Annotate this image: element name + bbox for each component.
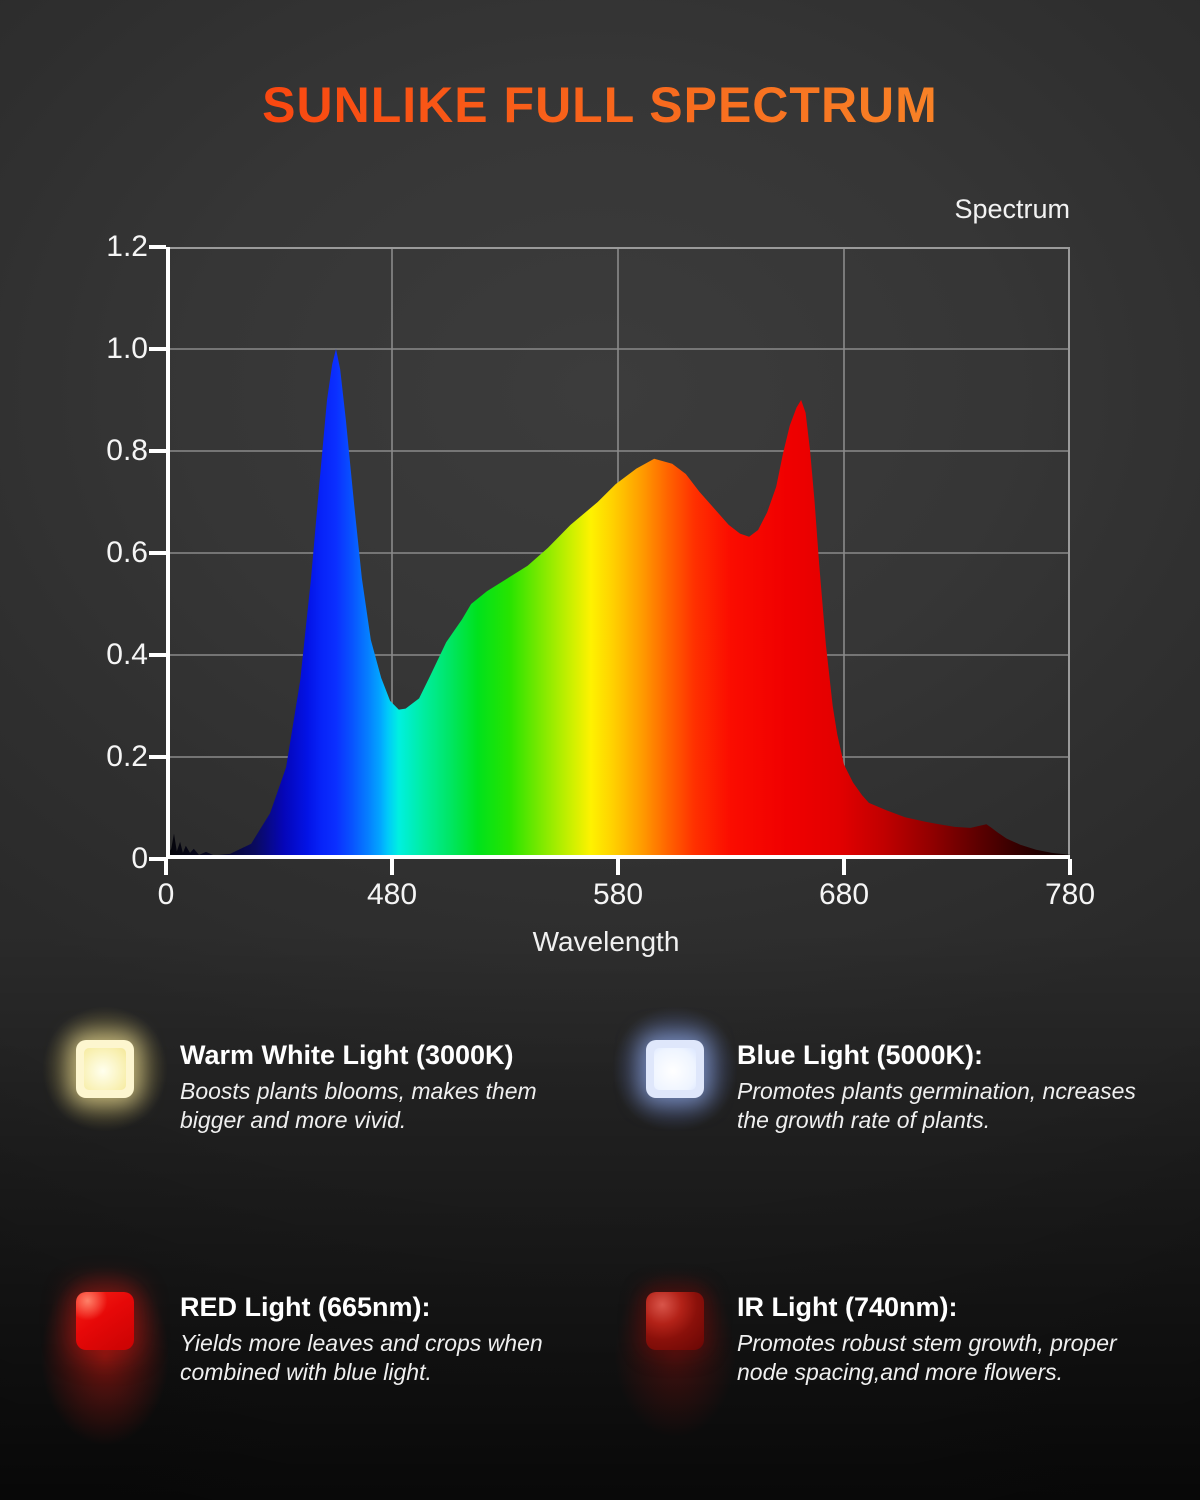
spectrum-chart bbox=[149, 245, 1072, 875]
feature-title: Warm White Light (3000K) bbox=[180, 1040, 514, 1070]
blue-led-icon bbox=[588, 982, 762, 1156]
feature-warm-white-light: Warm White Light (3000K) Boosts plants b… bbox=[18, 982, 596, 1156]
x-tick-label: 580 bbox=[592, 878, 644, 911]
warm-white-led-icon bbox=[18, 982, 192, 1156]
feature-title: RED Light (665nm): bbox=[180, 1292, 431, 1322]
y-tick-label: 0.6 bbox=[106, 536, 148, 569]
feature-red-light: RED Light (665nm): Yields more leaves an… bbox=[16, 1232, 596, 1480]
feature-title: Blue Light (5000K): bbox=[737, 1040, 984, 1070]
feature-description: Yields more leaves and crops when combin… bbox=[180, 1330, 543, 1385]
feature-ir-light: IR Light (740nm): Promotes robust stem g… bbox=[591, 1237, 1166, 1470]
page-title: SUNLIKE FULL SPECTRUM bbox=[0, 76, 1200, 134]
x-tick-label: 780 bbox=[1044, 878, 1096, 911]
feature-description: Promotes robust stem growth, proper node… bbox=[737, 1330, 1117, 1385]
y-tick-label: 1.2 bbox=[106, 230, 148, 263]
x-tick-label: 0 bbox=[157, 878, 175, 911]
y-tick-label: 0.4 bbox=[106, 638, 148, 671]
y-tick-label: 0.8 bbox=[106, 434, 148, 467]
y-tick-label: 0 bbox=[131, 842, 148, 875]
ir-led-icon bbox=[591, 1237, 759, 1470]
feature-title: IR Light (740nm): bbox=[737, 1292, 958, 1322]
led-chip bbox=[646, 1292, 704, 1350]
x-axis-title: Wavelength bbox=[532, 926, 680, 957]
led-die bbox=[84, 1048, 126, 1090]
red-led-icon bbox=[16, 1232, 194, 1480]
led-die bbox=[654, 1048, 696, 1090]
feature-blue-light: Blue Light (5000K): Promotes plants germ… bbox=[588, 982, 1166, 1156]
x-tick-label: 680 bbox=[818, 878, 870, 911]
x-tick-label: 480 bbox=[366, 878, 418, 911]
y-tick-label: 1.0 bbox=[106, 332, 148, 365]
feature-description: Boosts plants blooms, makes them bigger … bbox=[180, 1078, 537, 1133]
chart-legend-label: Spectrum bbox=[954, 194, 1070, 224]
y-tick-label: 0.2 bbox=[106, 740, 148, 773]
led-chip bbox=[76, 1292, 134, 1350]
spectrum-plot-area bbox=[149, 245, 1072, 875]
feature-description: Promotes plants germination, ncreases th… bbox=[737, 1078, 1136, 1133]
